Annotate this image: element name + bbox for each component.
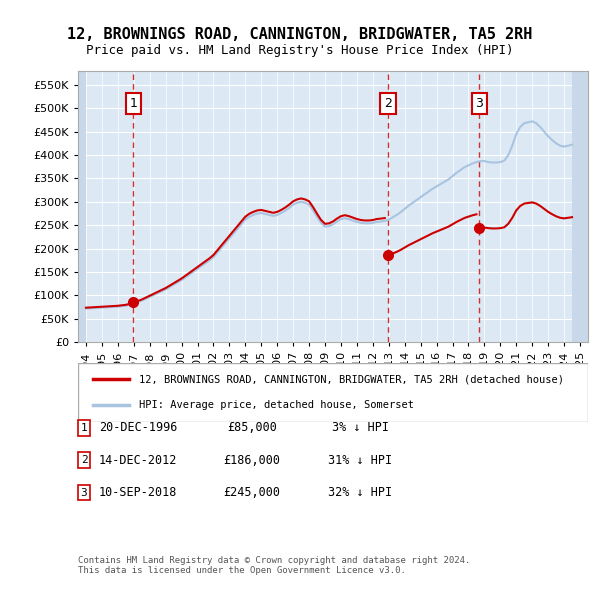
Text: 12, BROWNINGS ROAD, CANNINGTON, BRIDGWATER, TA5 2RH: 12, BROWNINGS ROAD, CANNINGTON, BRIDGWAT…: [67, 27, 533, 41]
Text: HPI: Average price, detached house, Somerset: HPI: Average price, detached house, Some…: [139, 401, 414, 410]
Text: 10-SEP-2018: 10-SEP-2018: [99, 486, 177, 499]
Text: 2: 2: [384, 97, 392, 110]
Text: 20-DEC-1996: 20-DEC-1996: [99, 421, 177, 434]
Text: 32% ↓ HPI: 32% ↓ HPI: [328, 486, 392, 499]
Text: 14-DEC-2012: 14-DEC-2012: [99, 454, 177, 467]
Text: £186,000: £186,000: [223, 454, 281, 467]
Text: Contains HM Land Registry data © Crown copyright and database right 2024.
This d: Contains HM Land Registry data © Crown c…: [78, 556, 470, 575]
Text: 31% ↓ HPI: 31% ↓ HPI: [328, 454, 392, 467]
Text: 3% ↓ HPI: 3% ↓ HPI: [331, 421, 389, 434]
Text: Price paid vs. HM Land Registry's House Price Index (HPI): Price paid vs. HM Land Registry's House …: [86, 44, 514, 57]
Text: 3: 3: [80, 488, 88, 497]
Text: 2: 2: [80, 455, 88, 465]
Text: 3: 3: [476, 97, 484, 110]
Text: 1: 1: [130, 97, 137, 110]
Text: £85,000: £85,000: [227, 421, 277, 434]
FancyBboxPatch shape: [78, 363, 588, 422]
Text: 1: 1: [80, 423, 88, 432]
Text: 12, BROWNINGS ROAD, CANNINGTON, BRIDGWATER, TA5 2RH (detached house): 12, BROWNINGS ROAD, CANNINGTON, BRIDGWAT…: [139, 375, 564, 384]
Text: £245,000: £245,000: [223, 486, 281, 499]
